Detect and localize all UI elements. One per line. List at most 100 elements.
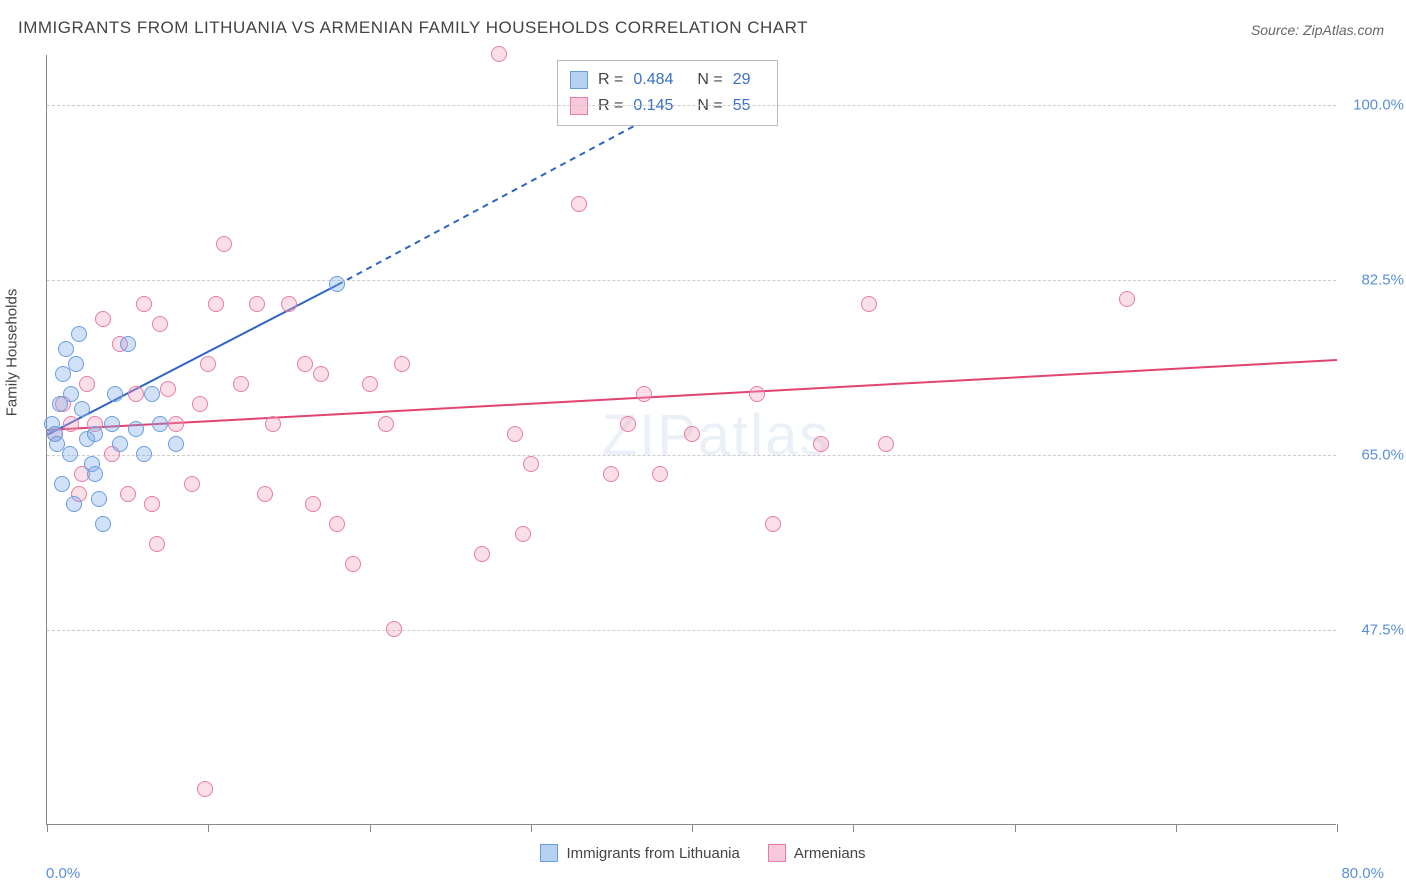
data-point: [652, 466, 668, 482]
data-point: [91, 491, 107, 507]
data-point: [120, 336, 136, 352]
series-swatch: [570, 71, 588, 89]
chart-title: IMMIGRANTS FROM LITHUANIA VS ARMENIAN FA…: [18, 18, 808, 38]
x-axis-min-label: 0.0%: [46, 865, 80, 882]
gridline: [47, 105, 1336, 106]
data-point: [620, 416, 636, 432]
x-tick: [531, 824, 532, 832]
data-point: [603, 466, 619, 482]
bottom-legend: Immigrants from Lithuania Armenians: [0, 844, 1406, 862]
r-label: R =: [598, 93, 623, 119]
r-label: R =: [598, 67, 623, 93]
data-point: [281, 296, 297, 312]
y-tick-label: 47.5%: [1344, 622, 1404, 639]
plot-area: ZIPatlas R =0.484N =29R =0.145N =55 47.5…: [46, 55, 1336, 825]
data-point: [120, 486, 136, 502]
gridline: [47, 455, 1336, 456]
data-point: [54, 476, 70, 492]
data-point: [265, 416, 281, 432]
y-tick-label: 65.0%: [1344, 447, 1404, 464]
data-point: [515, 526, 531, 542]
data-point: [507, 426, 523, 442]
data-point: [71, 326, 87, 342]
data-point: [297, 356, 313, 372]
data-point: [257, 486, 273, 502]
data-point: [136, 446, 152, 462]
r-value: 0.145: [633, 93, 673, 119]
gridline: [47, 280, 1336, 281]
n-value: 29: [733, 67, 751, 93]
n-label: N =: [697, 93, 722, 119]
data-point: [87, 426, 103, 442]
data-point: [168, 436, 184, 452]
data-point: [184, 476, 200, 492]
data-point: [1119, 291, 1135, 307]
data-point: [112, 436, 128, 452]
data-point: [305, 496, 321, 512]
data-point: [208, 296, 224, 312]
data-point: [394, 356, 410, 372]
legend-label: Immigrants from Lithuania: [566, 845, 739, 862]
data-point: [68, 356, 84, 372]
legend-label: Armenians: [794, 845, 866, 862]
r-value: 0.484: [633, 67, 673, 93]
y-tick-label: 82.5%: [1344, 272, 1404, 289]
data-point: [636, 386, 652, 402]
data-point: [152, 416, 168, 432]
x-tick: [370, 824, 371, 832]
data-point: [66, 496, 82, 512]
data-point: [136, 296, 152, 312]
n-value: 55: [733, 93, 751, 119]
data-point: [684, 426, 700, 442]
stats-row: R = 0.484 N = 29: [570, 67, 765, 93]
x-axis-max-label: 80.0%: [1341, 865, 1384, 882]
legend-swatch: [540, 844, 558, 862]
x-tick: [1015, 824, 1016, 832]
x-tick: [47, 824, 48, 832]
data-point: [345, 556, 361, 572]
n-label: N =: [697, 67, 722, 93]
data-point: [144, 386, 160, 402]
correlation-stats-box: R = 0.484 N = 29 R = 0.145 N = 55: [557, 60, 778, 126]
data-point: [329, 276, 345, 292]
data-point: [878, 436, 894, 452]
data-point: [149, 536, 165, 552]
data-point: [765, 516, 781, 532]
data-point: [571, 196, 587, 212]
data-point: [63, 386, 79, 402]
data-point: [329, 516, 345, 532]
data-point: [63, 416, 79, 432]
data-point: [749, 386, 765, 402]
data-point: [192, 396, 208, 412]
data-point: [128, 386, 144, 402]
data-point: [95, 516, 111, 532]
x-tick: [692, 824, 693, 832]
data-point: [152, 316, 168, 332]
x-tick: [1176, 824, 1177, 832]
x-tick: [853, 824, 854, 832]
data-point: [200, 356, 216, 372]
legend-swatch: [768, 844, 786, 862]
data-point: [249, 296, 265, 312]
data-point: [104, 416, 120, 432]
watermark: ZIPatlas: [602, 402, 831, 469]
data-point: [216, 236, 232, 252]
data-point: [79, 376, 95, 392]
data-point: [168, 416, 184, 432]
data-point: [386, 621, 402, 637]
data-point: [58, 341, 74, 357]
data-point: [523, 456, 539, 472]
legend-item: Immigrants from Lithuania: [540, 844, 739, 862]
data-point: [491, 46, 507, 62]
data-point: [160, 381, 176, 397]
y-axis-title: Family Households: [4, 289, 21, 417]
data-point: [313, 366, 329, 382]
data-point: [813, 436, 829, 452]
data-point: [62, 446, 78, 462]
data-point: [74, 401, 90, 417]
gridline: [47, 630, 1336, 631]
data-point: [197, 781, 213, 797]
data-point: [144, 496, 160, 512]
x-tick: [208, 824, 209, 832]
data-point: [128, 421, 144, 437]
